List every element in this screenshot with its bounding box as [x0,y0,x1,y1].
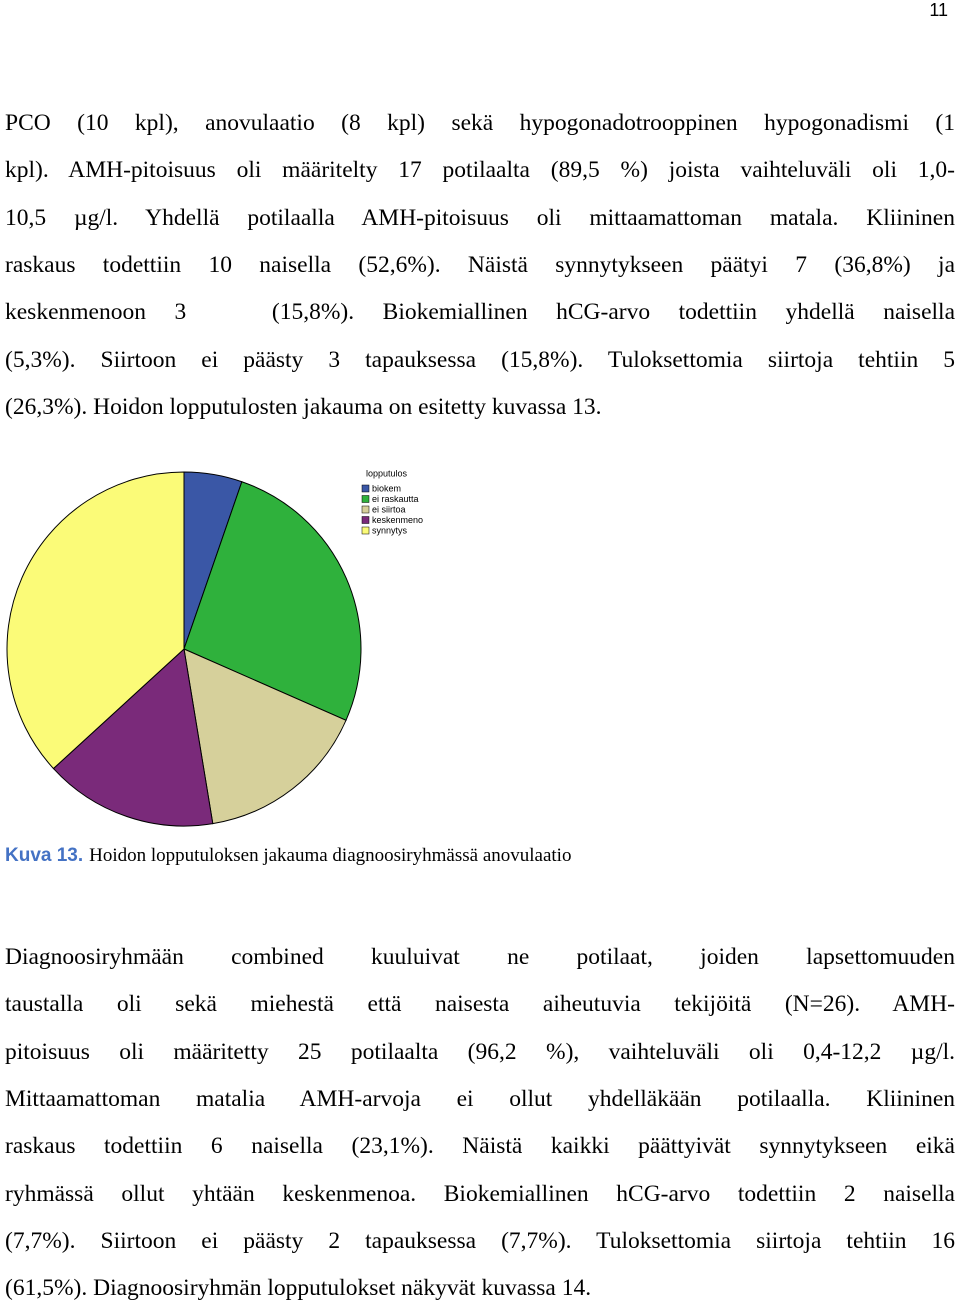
pie-slice [6,471,185,770]
pie-slice [183,648,347,825]
legend-title: lopputulos [366,468,408,478]
caption-text: Hoidon lopputuloksen jakauma diagnoosiry… [89,845,572,866]
caption-label: Kuva 13. [5,845,84,866]
text-line: PCO (10 kpl), anovulaatio (8 kpl) sekä h… [5,110,955,136]
text-line: ryhmässä ollut yhtään keskenmenoa. Bioke… [5,1180,955,1207]
text-line: (7,7%). Siirtoon ei päästy 2 tapauksessa… [5,1227,955,1254]
pie-slice [52,648,214,827]
legend-swatch [361,505,370,514]
legend-label: ei raskautta [372,494,419,504]
text-line: Mittaamattoman matalia AMH-arvoja ei oll… [5,1085,955,1112]
text-line: (61,5%). Diagnoosiryhmän lopputulokset n… [5,1275,592,1302]
text-line: raskaus todettiin 6 naisella (23,1%). Nä… [5,1133,955,1160]
legend-swatch [361,526,370,535]
text-line: pitoisuus oli määritetty 25 potilaalta (… [5,1038,955,1065]
text-line: raskaus todettiin 10 naisella (52,6%). N… [5,251,955,278]
page-number: 11 [929,0,948,20]
text-line: Diagnoosiryhmään combined kuuluivat ne p… [5,944,955,970]
text-line: keskenmenoon 3 (15,8%). Biokemiallinen h… [5,299,955,326]
legend-swatch [361,516,370,524]
text-line: kpl). AMH-pitoisuus oli määritelty 17 po… [5,157,955,184]
legend-label: keskenmeno [372,515,423,525]
legend-label: ei siirtoa [372,504,406,514]
legend-label: biokem [372,483,401,493]
legend-swatch [361,495,370,503]
legend-label: synnytys [372,525,408,535]
text-line: 10,5 µg/l. Yhdellä potilaalla AMH-pitois… [5,204,955,231]
text-line: (5,3%). Siirtoon ei päästy 3 tapauksessa… [5,346,955,373]
caption: Kuva 13. Hoidon lopputuloksen jakauma dia… [5,845,571,867]
text-line: taustalla oli sekä miehestä että naisest… [5,991,955,1018]
legend-swatch [361,484,370,493]
text-line: (26,3%). Hoidon lopputulosten jakauma on… [5,393,602,420]
pie-slice [183,481,362,721]
